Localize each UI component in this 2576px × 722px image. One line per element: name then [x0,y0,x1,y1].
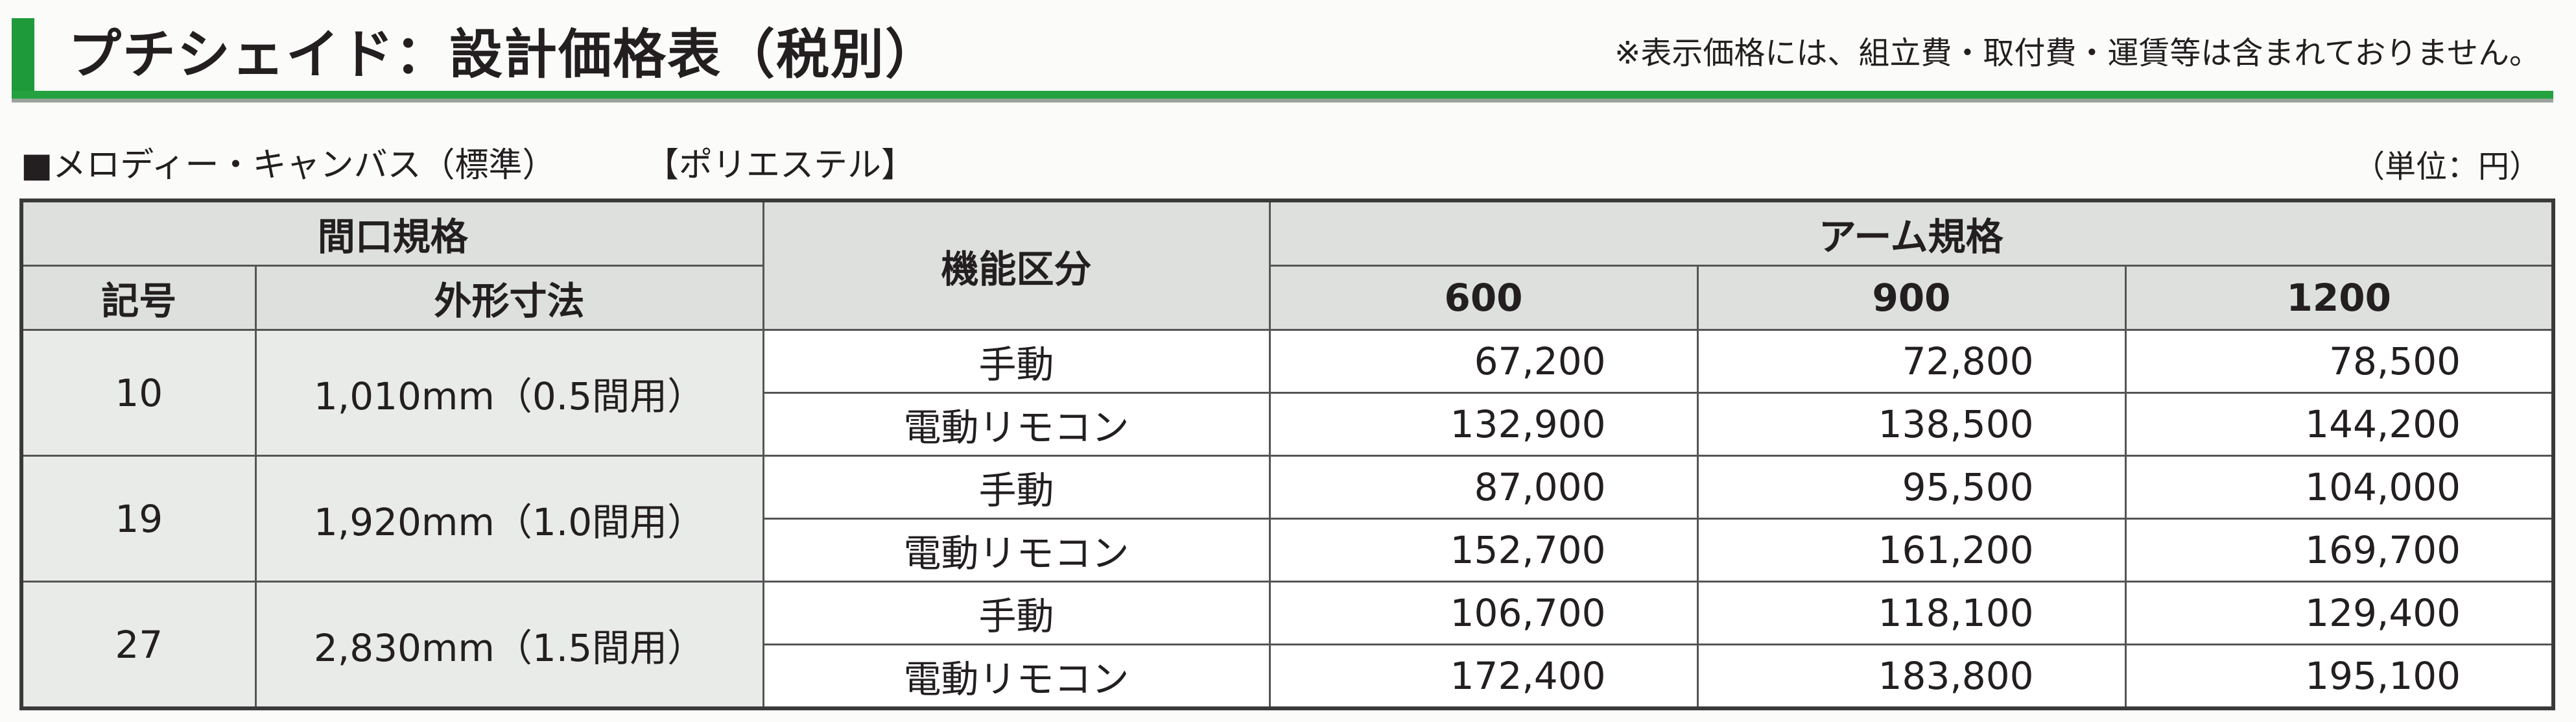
function-cell: 電動リモコン [762,518,1271,583]
function-cell: 電動リモコン [762,644,1271,710]
price-cell: 183,800 [1696,644,2127,710]
arm-size-header: 900 [1696,265,2127,331]
price-cell: 195,100 [2124,644,2555,710]
price-cell: 129,400 [2124,581,2555,645]
table-row: 電動リモコン 152,700 161,200 169,700 [21,518,2555,583]
title-underline-green [12,91,2553,99]
function-header: 機能区分 [762,199,1271,331]
dimension-cell: 1,920mm（1.0間用） [254,455,764,583]
size-code-cell: 19 [20,455,257,583]
arm-size-header: 600 [1268,265,1699,331]
price-cell: 169,700 [2124,518,2555,583]
price-cell: 172,400 [1268,644,1699,710]
table-row: 10 1,010mm（0.5間用） 手動 67,200 72,800 78,50… [20,329,2555,457]
price-cell: 161,200 [1696,518,2127,583]
dimension-header: 外形寸法 [254,265,764,331]
title-underline-gray [12,99,2553,102]
price-cell: 132,900 [1268,392,1699,457]
dimension-cell: 2,830mm（1.5間用） [254,581,764,710]
table-header-row-2: 記号 外形寸法 600 900 1200 [20,265,2555,331]
price-cell: 95,500 [1696,455,2127,520]
arm-size-header: 1200 [2124,265,2555,331]
price-cell: 67,200 [1268,329,1699,394]
price-cell: 106,700 [1268,581,1699,645]
dimension-cell: 1,010mm（0.5間用） [254,329,764,457]
price-exclusion-note: ※表示価格には、組立費・取付費・運賃等は含まれておりません。 [1614,35,2540,71]
price-cell: 87,000 [1268,455,1699,520]
function-cell: 手動 [762,581,1271,645]
table-header-row-1: 間口規格 機能区分 アーム規格 [20,199,2555,331]
price-cell: 118,100 [1696,581,2127,645]
section-subtitle: ■メロディー・キャンバス（標準） [21,146,556,185]
table-row: 19 1,920mm（1.0間用） 手動 87,000 95,500 104,0… [20,455,2555,583]
size-code-cell: 27 [20,581,257,710]
unit-label: （単位：円） [2353,149,2540,185]
title-accent-bar [12,18,34,97]
function-cell: 手動 [762,455,1271,520]
price-cell: 152,700 [1268,518,1699,583]
arm-spec-header: アーム規格 [1268,199,2555,267]
function-cell: 電動リモコン [762,392,1271,457]
page-title: プチシェイド：設計価格表（税別） [68,24,940,86]
price-cell: 78,500 [2124,329,2555,394]
table-row: 電動リモコン 172,400 183,800 195,100 [21,644,2555,710]
price-cell: 138,500 [1696,392,2127,457]
size-code-cell: 10 [20,329,257,457]
price-cell: 104,000 [2124,455,2555,520]
table-row: 27 2,830mm（1.5間用） 手動 106,700 118,100 129… [20,581,2555,710]
opening-spec-header: 間口規格 [20,199,764,267]
price-table: 間口規格 機能区分 アーム規格 記号 外形寸法 600 900 1200 10 … [19,199,2556,710]
price-cell: 144,200 [2124,392,2555,457]
table-row: 電動リモコン 132,900 138,500 144,200 [21,392,2555,457]
material-label: 【ポリエステル】 [645,146,916,185]
price-cell: 72,800 [1696,329,2127,394]
function-cell: 手動 [762,329,1271,394]
code-header: 記号 [20,265,257,331]
